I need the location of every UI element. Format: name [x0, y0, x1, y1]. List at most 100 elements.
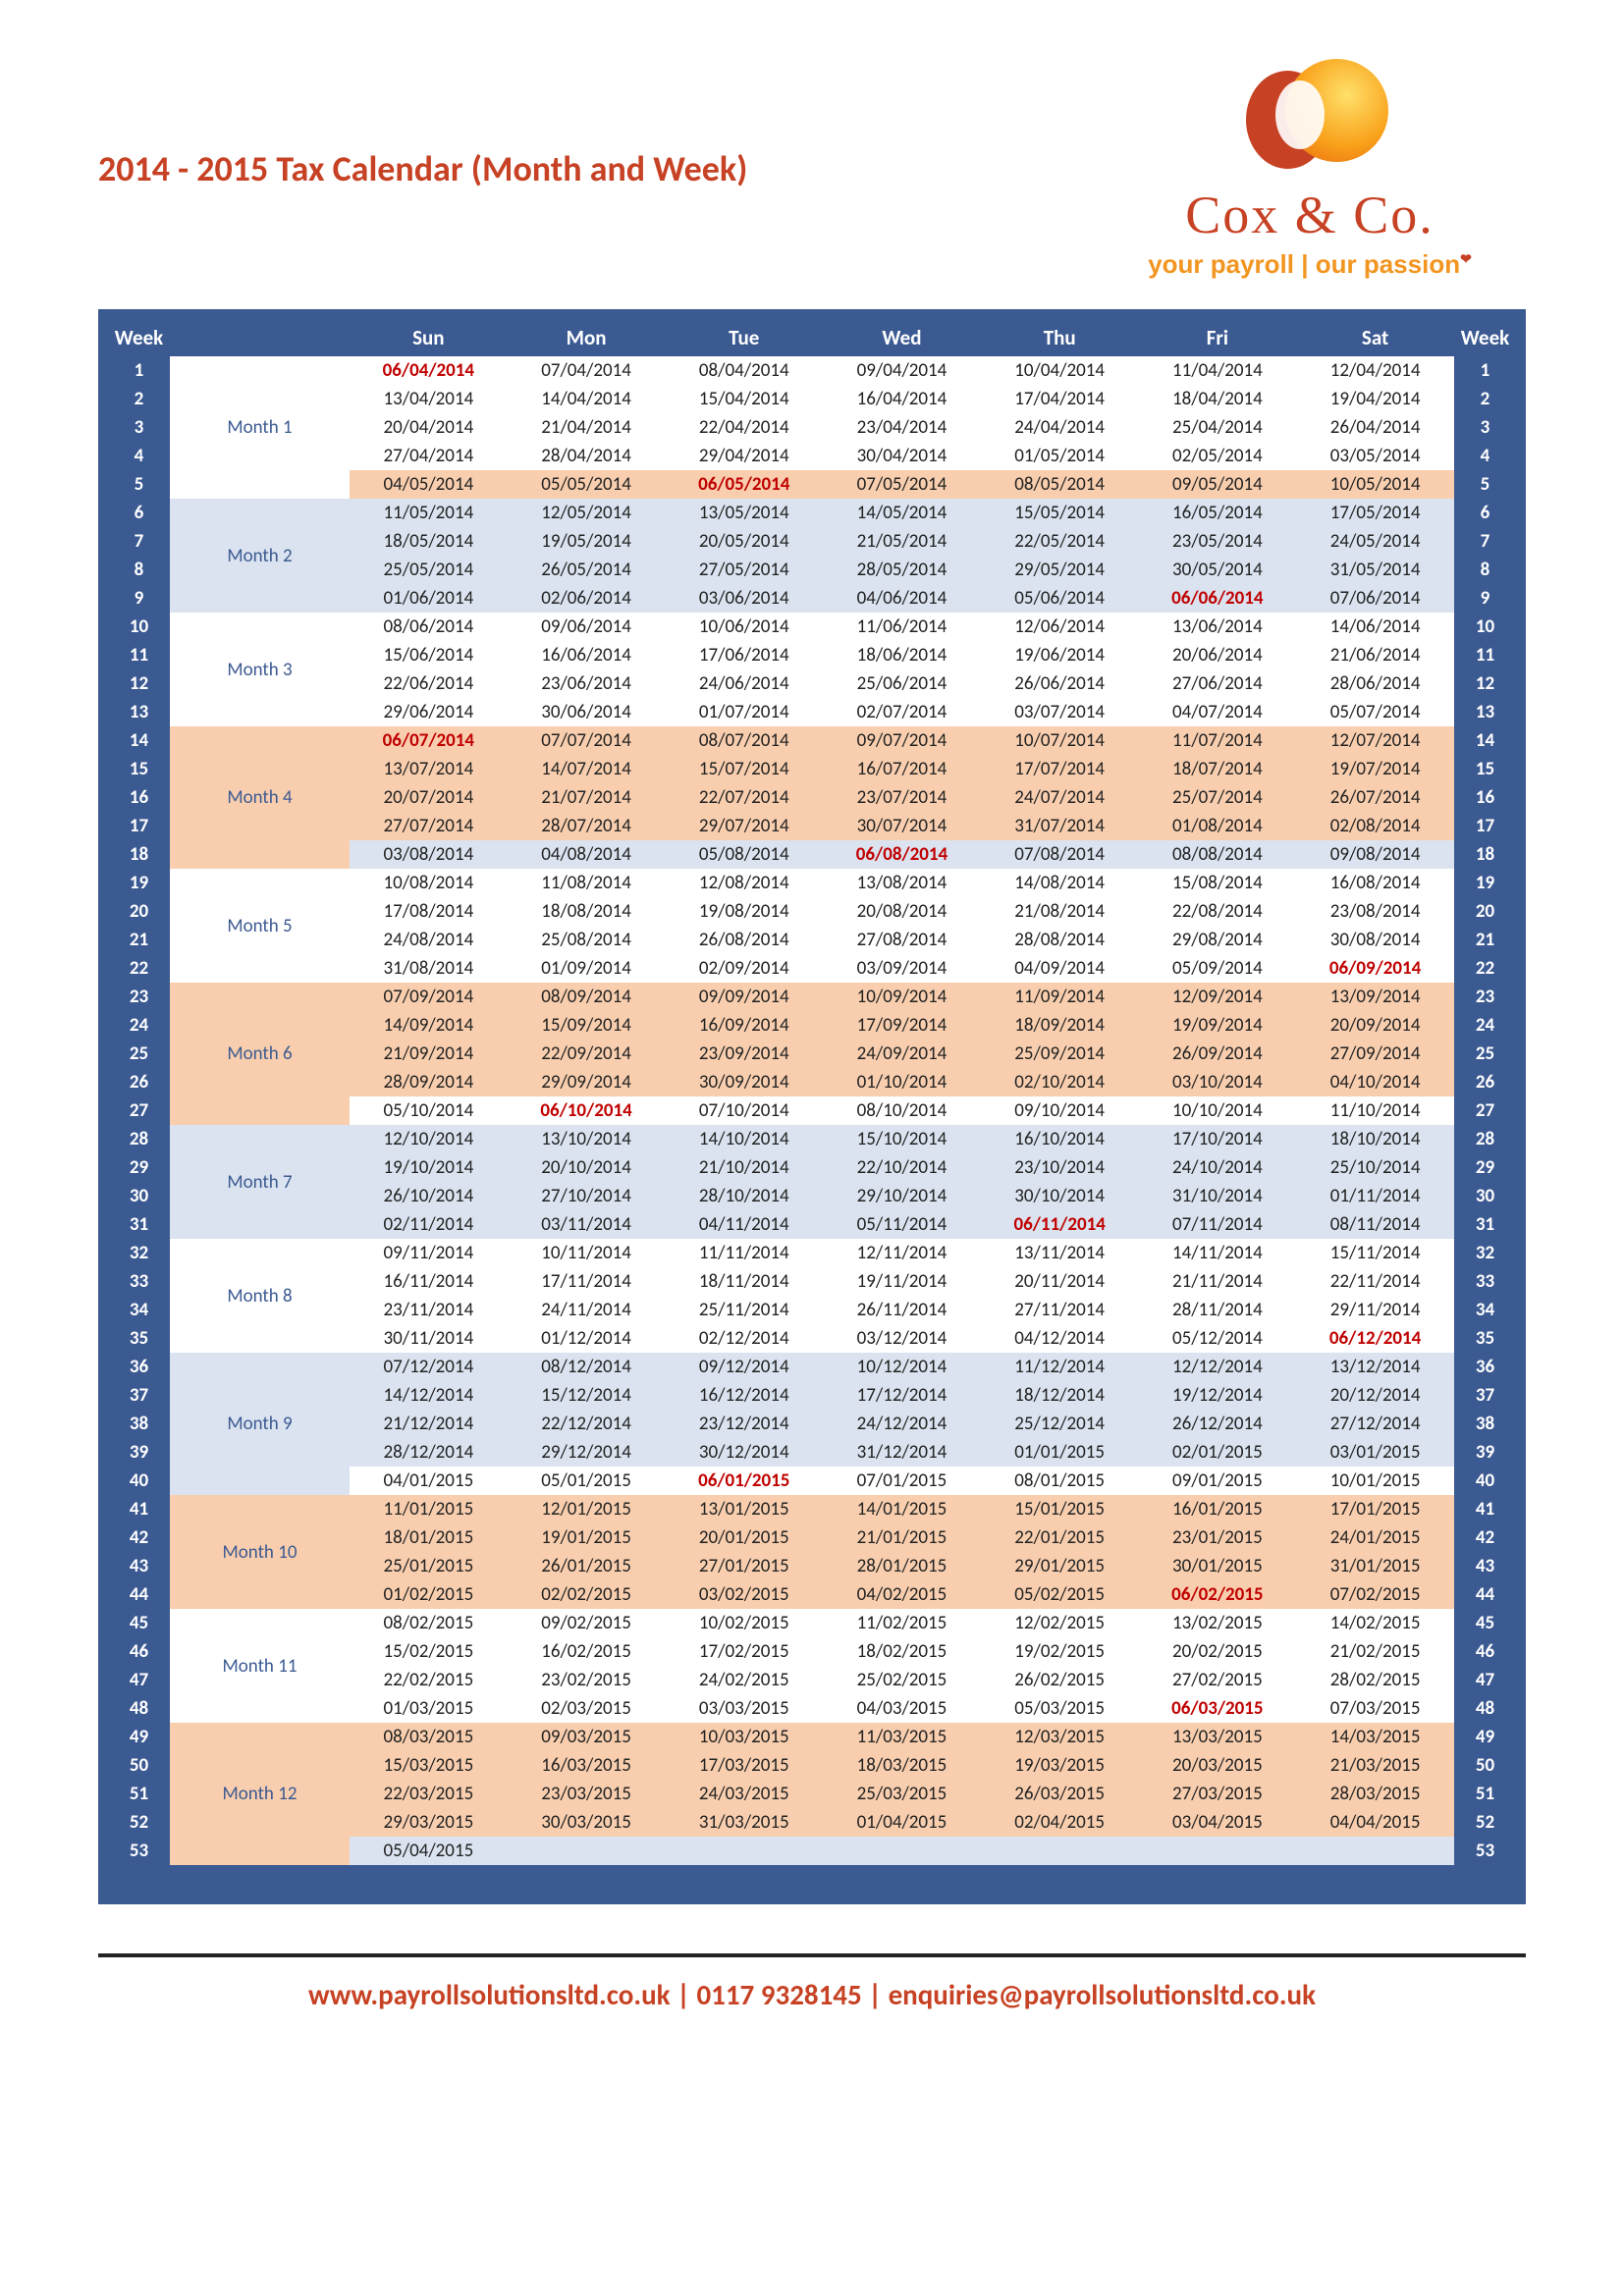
date-cell: 26/05/2014 [508, 556, 666, 584]
date-cell: 08/06/2014 [350, 613, 508, 641]
date-cell: 26/07/2014 [1296, 783, 1454, 812]
table-row: 1Month 106/04/201407/04/201408/04/201409… [108, 356, 1516, 385]
week-number-right: 11 [1454, 641, 1516, 669]
week-number-right: 10 [1454, 613, 1516, 641]
date-cell: 20/07/2014 [350, 783, 508, 812]
week-number-left: 9 [108, 584, 170, 613]
date-cell: 08/05/2014 [981, 470, 1139, 499]
date-cell: 28/10/2014 [665, 1182, 823, 1210]
table-row: 6Month 211/05/201412/05/201413/05/201414… [108, 499, 1516, 527]
date-cell: 02/04/2015 [981, 1808, 1139, 1837]
date-cell: 10/10/2014 [1139, 1096, 1297, 1125]
date-cell: 17/01/2015 [1296, 1495, 1454, 1523]
header: 2014 - 2015 Tax Calendar (Month and Week… [98, 59, 1526, 280]
week-number-left: 37 [108, 1381, 170, 1410]
date-cell: 20/06/2014 [1139, 641, 1297, 669]
date-cell: 05/02/2015 [981, 1580, 1139, 1609]
date-cell: 22/05/2014 [981, 527, 1139, 556]
month-label: Month 4 [170, 726, 350, 869]
date-cell: 13/02/2015 [1139, 1609, 1297, 1637]
date-cell: 13/05/2014 [665, 499, 823, 527]
date-cell: 08/01/2015 [981, 1467, 1139, 1495]
date-cell: 09/07/2014 [823, 726, 981, 755]
date-cell: 20/03/2015 [1139, 1751, 1297, 1780]
date-cell: 26/08/2014 [665, 926, 823, 954]
date-cell: 11/03/2015 [823, 1723, 981, 1751]
date-cell: 15/11/2014 [1296, 1239, 1454, 1267]
col-thu: Thu [981, 319, 1139, 356]
date-cell: 06/05/2014 [665, 470, 823, 499]
date-cell: 07/06/2014 [1296, 584, 1454, 613]
week-number-left: 26 [108, 1068, 170, 1096]
week-number-left: 27 [108, 1096, 170, 1125]
week-number-right: 53 [1454, 1837, 1516, 1865]
week-number-left: 2 [108, 385, 170, 413]
week-number-left: 24 [108, 1011, 170, 1040]
date-cell: 27/08/2014 [823, 926, 981, 954]
date-cell [823, 1837, 981, 1865]
date-cell: 21/06/2014 [1296, 641, 1454, 669]
week-number-right: 20 [1454, 897, 1516, 926]
date-cell: 15/02/2015 [350, 1637, 508, 1666]
date-cell: 31/07/2014 [981, 812, 1139, 840]
date-cell: 01/01/2015 [981, 1438, 1139, 1467]
date-cell: 28/02/2015 [1296, 1666, 1454, 1694]
date-cell: 16/04/2014 [823, 385, 981, 413]
date-cell: 16/05/2014 [1139, 499, 1297, 527]
date-cell: 06/04/2014 [350, 356, 508, 385]
date-cell: 26/09/2014 [1139, 1040, 1297, 1068]
date-cell: 23/07/2014 [823, 783, 981, 812]
date-cell: 21/12/2014 [350, 1410, 508, 1438]
date-cell: 13/12/2014 [1296, 1353, 1454, 1381]
date-cell: 14/08/2014 [981, 869, 1139, 897]
col-sun: Sun [350, 319, 508, 356]
brand-tagline: your payroll | our passion❤ [1094, 249, 1526, 280]
date-cell: 17/03/2015 [665, 1751, 823, 1780]
date-cell: 09/08/2014 [1296, 840, 1454, 869]
date-cell: 27/12/2014 [1296, 1410, 1454, 1438]
date-cell: 28/12/2014 [350, 1438, 508, 1467]
date-cell: 12/03/2015 [981, 1723, 1139, 1751]
date-cell: 21/03/2015 [1296, 1751, 1454, 1780]
date-cell: 19/12/2014 [1139, 1381, 1297, 1410]
date-cell: 22/07/2014 [665, 783, 823, 812]
date-cell: 25/11/2014 [665, 1296, 823, 1324]
date-cell: 10/11/2014 [508, 1239, 666, 1267]
date-cell: 12/10/2014 [350, 1125, 508, 1153]
date-cell: 18/01/2015 [350, 1523, 508, 1552]
date-cell: 13/04/2014 [350, 385, 508, 413]
date-cell: 01/07/2014 [665, 698, 823, 726]
date-cell: 12/06/2014 [981, 613, 1139, 641]
date-cell: 29/08/2014 [1139, 926, 1297, 954]
date-cell: 18/05/2014 [350, 527, 508, 556]
month-label: Month 12 [170, 1723, 350, 1865]
week-number-left: 14 [108, 726, 170, 755]
week-number-left: 8 [108, 556, 170, 584]
date-cell: 24/08/2014 [350, 926, 508, 954]
date-cell: 23/11/2014 [350, 1296, 508, 1324]
week-number-left: 18 [108, 840, 170, 869]
date-cell: 31/05/2014 [1296, 556, 1454, 584]
week-number-right: 40 [1454, 1467, 1516, 1495]
date-cell: 16/10/2014 [981, 1125, 1139, 1153]
date-cell: 23/09/2014 [665, 1040, 823, 1068]
date-cell: 14/09/2014 [350, 1011, 508, 1040]
week-number-right: 43 [1454, 1552, 1516, 1580]
week-number-right: 8 [1454, 556, 1516, 584]
logo-white-icon [1275, 80, 1325, 149]
week-number-right: 41 [1454, 1495, 1516, 1523]
date-cell: 28/06/2014 [1296, 669, 1454, 698]
week-number-right: 23 [1454, 983, 1516, 1011]
week-number-left: 47 [108, 1666, 170, 1694]
date-cell: 27/04/2014 [350, 442, 508, 470]
week-number-left: 3 [108, 413, 170, 442]
date-cell: 24/01/2015 [1296, 1523, 1454, 1552]
week-number-left: 35 [108, 1324, 170, 1353]
week-number-left: 28 [108, 1125, 170, 1153]
date-cell: 15/01/2015 [981, 1495, 1139, 1523]
date-cell: 19/08/2014 [665, 897, 823, 926]
date-cell: 26/11/2014 [823, 1296, 981, 1324]
date-cell: 27/03/2015 [1139, 1780, 1297, 1808]
date-cell: 09/04/2014 [823, 356, 981, 385]
week-number-left: 22 [108, 954, 170, 983]
